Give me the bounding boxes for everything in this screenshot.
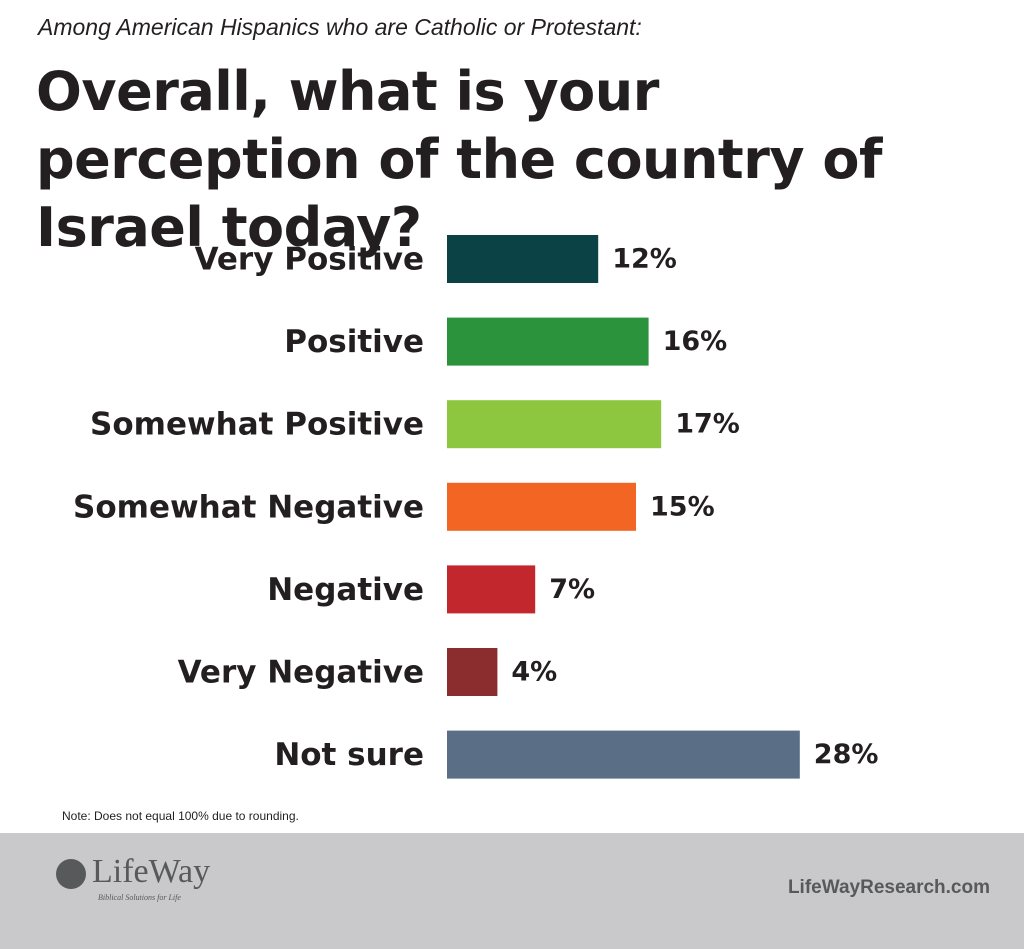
bar bbox=[447, 730, 800, 779]
footer: LifeWay Biblical Solutions for Life Life… bbox=[0, 833, 1024, 949]
value-label: 17% bbox=[675, 409, 740, 440]
bar bbox=[447, 400, 662, 449]
subtitle: Among American Hispanics who are Catholi… bbox=[38, 14, 642, 40]
logo: LifeWay bbox=[92, 853, 211, 890]
category-label: Positive bbox=[284, 324, 424, 360]
logo-icon bbox=[56, 859, 86, 889]
bar bbox=[447, 482, 636, 531]
chart-title: Overall, what is your perception of the … bbox=[36, 60, 882, 259]
value-label: 12% bbox=[612, 244, 677, 275]
category-label: Somewhat Positive bbox=[90, 407, 424, 443]
category-label: Not sure bbox=[274, 737, 424, 773]
note: Note: Does not equal 100% due to roundin… bbox=[62, 809, 299, 823]
value-label: 15% bbox=[650, 491, 715, 522]
bar bbox=[447, 565, 536, 614]
value-label: 16% bbox=[663, 326, 728, 357]
bar bbox=[447, 648, 498, 696]
bar bbox=[447, 235, 599, 283]
value-label: 7% bbox=[549, 574, 595, 605]
value-label: 4% bbox=[511, 657, 557, 688]
tagline: Biblical Solutions for Life bbox=[98, 893, 181, 902]
category-label: Very Positive bbox=[195, 242, 424, 278]
category-label: Negative bbox=[267, 572, 424, 608]
url: LifeWayResearch.com bbox=[787, 877, 990, 898]
category-label: Somewhat Negative bbox=[73, 489, 424, 525]
value-label: 28% bbox=[814, 739, 879, 770]
bar bbox=[447, 317, 649, 366]
category-label: Very Negative bbox=[178, 655, 424, 691]
